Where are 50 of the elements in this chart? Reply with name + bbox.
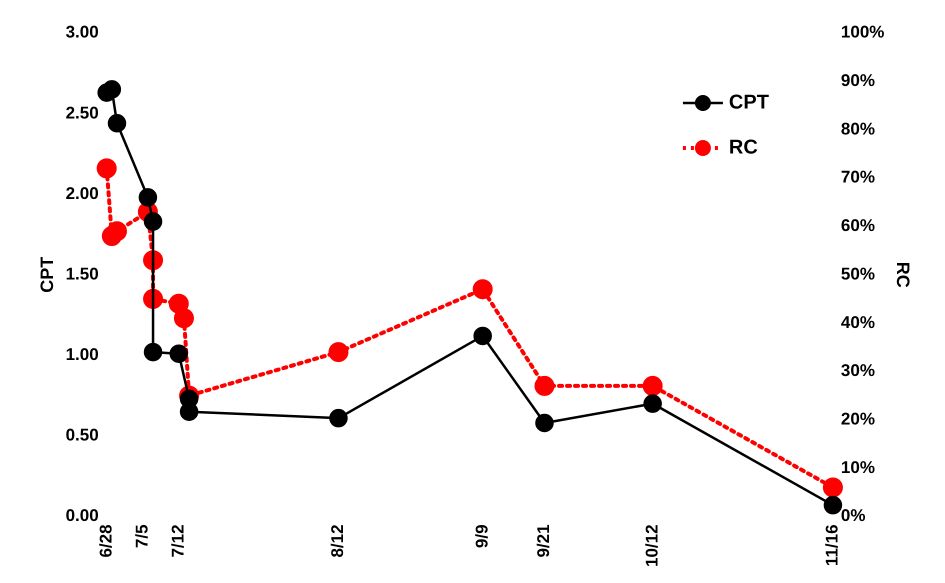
point [106,221,127,242]
y2-tick-label: 50% [840,264,875,284]
point [822,477,843,498]
point [328,342,348,362]
point [174,308,194,328]
y2-tick-label: 60% [840,216,875,236]
legend-label: RC [728,136,758,159]
x-tick-label: 7/12 [168,524,188,558]
y-axis-title: CPT [36,256,57,293]
x-tick-label: 9/21 [534,524,554,558]
point [473,326,492,346]
y-tick-label: 0.00 [66,506,99,526]
x-tick-label: 10/12 [642,524,662,568]
x-tick-label: 7/5 [132,524,152,548]
point [144,212,162,231]
y2-tick-label: 40% [840,312,875,332]
y2-tick-label: 70% [840,168,875,187]
y-tick-label: 2.50 [66,103,99,122]
y-tick-label: 0.50 [66,426,99,445]
y2-tick-label: 0% [840,506,866,526]
point [168,294,189,314]
x-tick-label: 8/12 [328,524,348,558]
point [170,344,188,363]
x-tick-label: 9/9 [472,524,492,548]
y2-tick-label: 100% [840,22,884,42]
y2-tick-label: 10% [840,458,875,477]
x-tick-label: 11/16 [822,524,842,566]
point [108,114,126,132]
y2-tick-label: 20% [840,409,875,428]
point [643,394,662,413]
y-tick-label: 1.50 [66,264,99,284]
point [472,279,493,300]
y-tick-label: 2.00 [66,184,99,203]
point [535,414,554,432]
point [102,80,122,99]
point [138,188,158,207]
point [824,496,842,514]
point [96,158,117,178]
point [534,376,554,396]
y2-tick-label: 30% [840,361,875,380]
point [144,342,162,362]
y-tick-label: 1.00 [66,344,99,364]
y2-axis-title: RC [893,262,914,288]
legend-label: CPT [728,92,769,114]
point [329,408,348,428]
y2-tick-label: 80% [840,119,875,138]
y-tick-label: 3.00 [66,22,99,42]
point [642,376,663,396]
y2-tick-label: 90% [840,71,875,90]
x-tick-label: 6/28 [96,524,116,558]
